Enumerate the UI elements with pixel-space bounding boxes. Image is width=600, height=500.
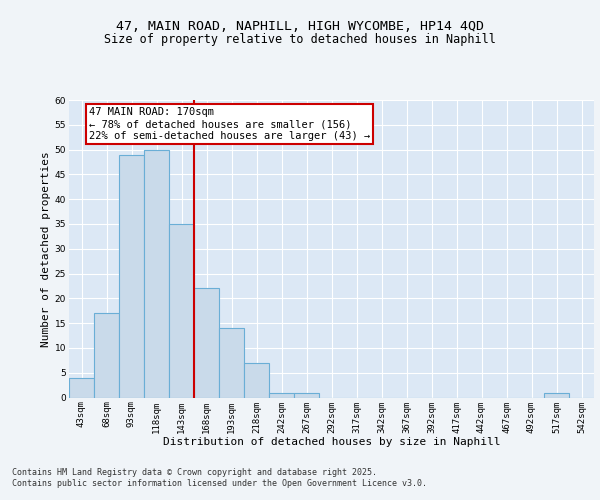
Bar <box>219 328 244 398</box>
Bar <box>119 154 144 398</box>
Bar <box>69 378 94 398</box>
Bar <box>169 224 194 398</box>
Text: Contains HM Land Registry data © Crown copyright and database right 2025.
Contai: Contains HM Land Registry data © Crown c… <box>12 468 427 487</box>
Bar <box>294 392 319 398</box>
Text: 47 MAIN ROAD: 170sqm
← 78% of detached houses are smaller (156)
22% of semi-deta: 47 MAIN ROAD: 170sqm ← 78% of detached h… <box>89 108 370 140</box>
Bar <box>269 392 294 398</box>
Bar <box>94 313 119 398</box>
Y-axis label: Number of detached properties: Number of detached properties <box>41 151 50 346</box>
Bar <box>194 288 219 398</box>
Bar <box>144 150 169 398</box>
Bar <box>244 363 269 398</box>
X-axis label: Distribution of detached houses by size in Naphill: Distribution of detached houses by size … <box>163 436 500 446</box>
Text: 47, MAIN ROAD, NAPHILL, HIGH WYCOMBE, HP14 4QD: 47, MAIN ROAD, NAPHILL, HIGH WYCOMBE, HP… <box>116 20 484 33</box>
Text: Size of property relative to detached houses in Naphill: Size of property relative to detached ho… <box>104 32 496 46</box>
Bar <box>544 392 569 398</box>
